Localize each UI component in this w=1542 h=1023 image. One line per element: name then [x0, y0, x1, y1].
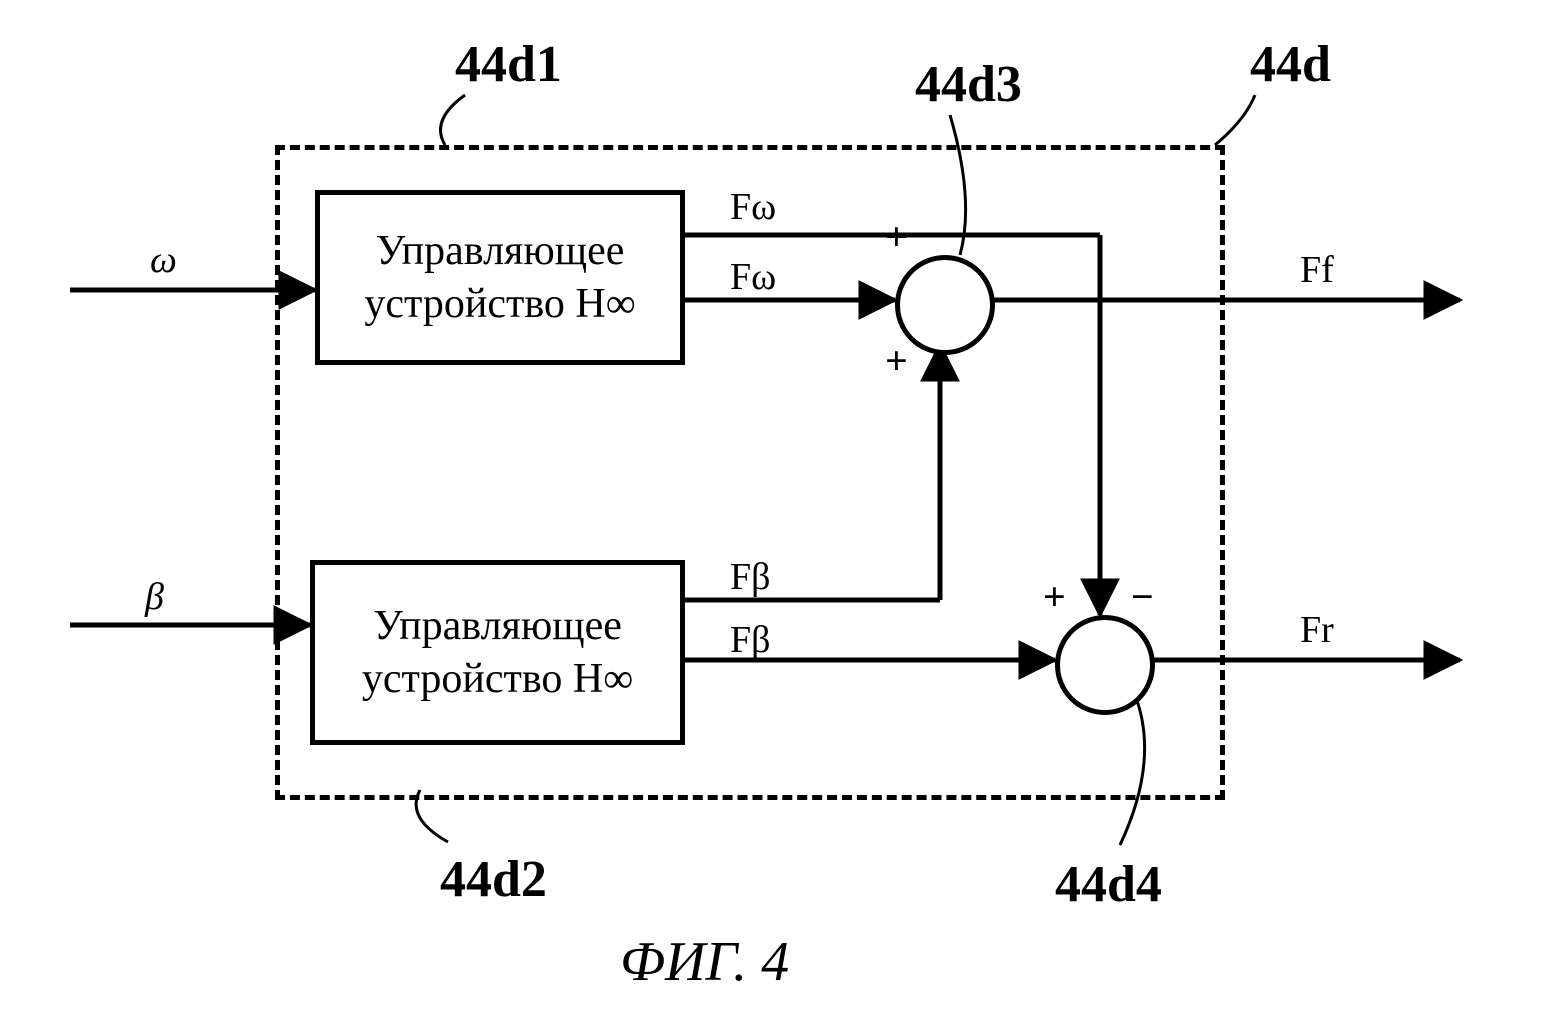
signal-f-beta-upper: Fβ [730, 555, 770, 599]
sum-top-sign-upper: + [885, 213, 908, 260]
signal-omega: ω [150, 238, 177, 282]
figure-caption: ФИГ. 4 [620, 930, 789, 994]
summing-junction-bottom [1055, 615, 1155, 715]
signal-beta: β [145, 575, 164, 619]
controller-block-bottom-label: Управляющееустройство Н∞ [362, 600, 633, 705]
sum-bottom-sign-left: + [1043, 573, 1066, 620]
sum-top-sign-lower: + [885, 337, 908, 384]
signal-fr: Fr [1300, 608, 1334, 652]
ref-44d2: 44d2 [440, 850, 547, 909]
diagram-canvas: Управляющееустройство Н∞ Управляющееустр… [0, 0, 1542, 1023]
ref-44d: 44d [1250, 35, 1331, 94]
sum-bottom-sign-right: − [1131, 573, 1154, 620]
signal-f-beta-lower: Fβ [730, 618, 770, 662]
signal-f-omega-lower: Fω [730, 255, 776, 299]
ref-44d4: 44d4 [1055, 855, 1162, 914]
controller-block-top: Управляющееустройство Н∞ [315, 190, 685, 365]
summing-junction-top [895, 255, 995, 355]
controller-block-top-label: Управляющееустройство Н∞ [364, 225, 635, 330]
ref-44d1: 44d1 [455, 35, 562, 94]
controller-block-bottom: Управляющееустройство Н∞ [310, 560, 685, 745]
signal-ff: Ff [1300, 248, 1334, 292]
signal-f-omega-upper: Fω [730, 185, 776, 229]
ref-44d3: 44d3 [915, 55, 1022, 114]
